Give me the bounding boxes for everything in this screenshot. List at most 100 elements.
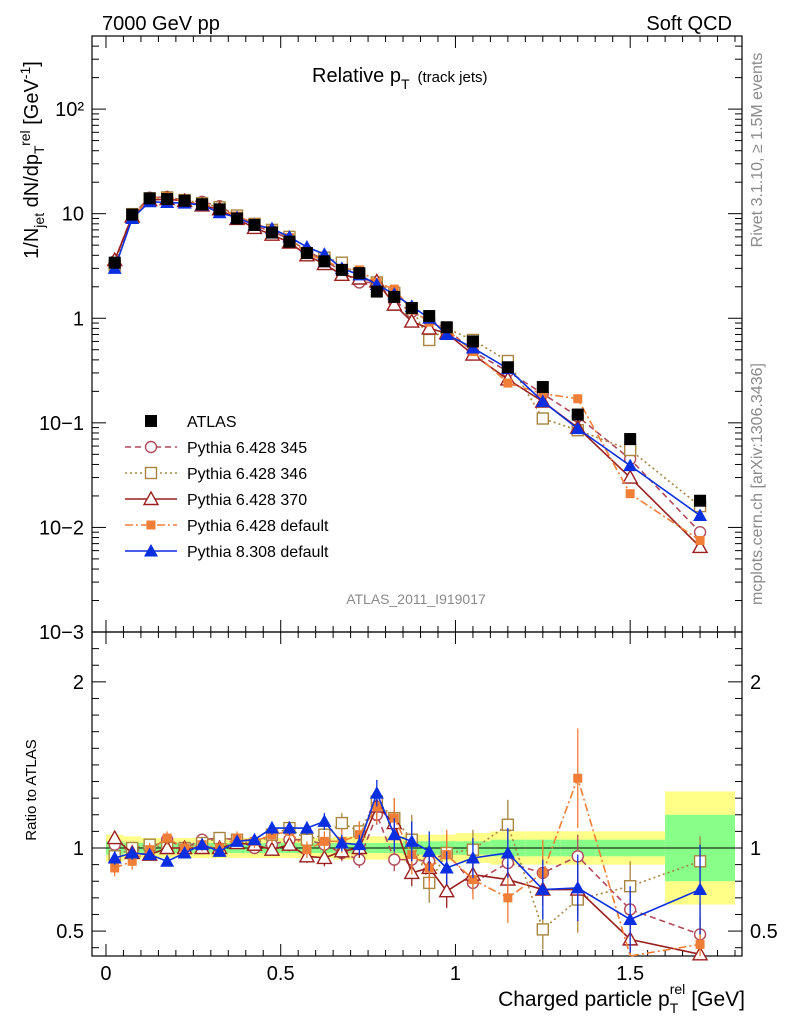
legend-marker (144, 440, 158, 454)
ratio-point (212, 844, 227, 857)
data-point (694, 494, 707, 507)
legend-label: Pythia 8.308 default (187, 544, 329, 561)
series-line (113, 195, 701, 542)
ratio-point (388, 853, 401, 866)
ratio-point (503, 893, 513, 903)
series-p345 (108, 190, 707, 539)
legend-marker (144, 544, 158, 557)
data-point (623, 443, 637, 457)
data-point (536, 381, 549, 394)
ratio-point (110, 863, 120, 873)
ratio-point (142, 847, 157, 861)
legend: ATLAS Pythia 6.428 345 Pythia 6.428 346 Pyt… (125, 414, 329, 561)
ratio-point (465, 850, 480, 864)
data-point (370, 285, 383, 298)
series-atlas (108, 192, 707, 507)
legend-marker (146, 520, 156, 530)
ratio-point (404, 834, 419, 847)
ratio-point (230, 834, 245, 847)
data-point (623, 458, 638, 472)
legend-marker (142, 490, 160, 506)
ratio-point (107, 850, 122, 864)
legend-item-p8def: Pythia 8.308 default (125, 544, 329, 561)
ratio-point (195, 837, 210, 851)
legend-label: Pythia 6.428 345 (187, 440, 307, 457)
x-tick-label: 0.5 (267, 963, 295, 985)
data-point (439, 327, 454, 340)
x-tick-label: 0 (100, 963, 111, 985)
ratio-series-line (114, 805, 701, 956)
data-point (386, 296, 403, 311)
x-tick-label: 1.5 (616, 963, 644, 985)
data-point (571, 408, 584, 421)
ratio-point (264, 821, 279, 834)
legend-item-p6def: Pythia 6.428 default (125, 518, 329, 535)
ratio-point (438, 882, 455, 898)
ratio-point (573, 773, 583, 783)
data-point (353, 267, 366, 280)
data-point (213, 203, 226, 216)
data-point (108, 256, 121, 269)
ratio-point (693, 882, 708, 896)
data-point (421, 319, 438, 335)
ratio-point (160, 854, 175, 867)
ratio-point (316, 849, 333, 865)
main-plot-panel: 10−3 10−2 10−1 1 10 10² (39, 35, 743, 956)
ratio-point (263, 841, 281, 856)
ratio-point (335, 816, 349, 830)
data-point (423, 333, 436, 347)
ratio-point (106, 829, 123, 845)
legend-label: Pythia 6.428 346 (187, 466, 307, 483)
ratio-point (500, 845, 515, 859)
ratio-point (125, 845, 140, 859)
data-point (535, 394, 550, 407)
ratio-point (623, 912, 638, 925)
data-point (196, 198, 209, 211)
data-point (501, 361, 514, 374)
data-point (283, 235, 296, 248)
data-point (143, 192, 156, 205)
data-point (423, 310, 436, 323)
ratio-point (302, 845, 312, 855)
data-point (466, 335, 479, 348)
data-point (536, 412, 550, 425)
y-tick-label: 10−2 (39, 517, 84, 539)
ratio-point (695, 939, 705, 949)
data-point (335, 263, 348, 276)
header-right: Soft QCD (646, 13, 732, 35)
ratio-y-axis-label: Ratio to ATLAS (23, 739, 40, 840)
data-point (300, 247, 313, 260)
mcplots-label: mcplots.cern.ch [arXiv:1306.3436] (749, 363, 766, 605)
y-tick-label: 1 (73, 838, 84, 860)
legend-item-p346: Pythia 6.428 346 (125, 466, 307, 483)
y-tick-label: 1 (73, 308, 84, 330)
legend-label: Pythia 6.428 default (187, 518, 329, 535)
data-point (621, 469, 639, 484)
data-point (570, 421, 585, 435)
ratio-point (158, 839, 176, 855)
ratio-point (387, 827, 402, 841)
y-tick-label: 0.5 (56, 921, 84, 943)
data-point (624, 433, 637, 446)
ratio-point (282, 821, 297, 834)
ratio-series-p370 (106, 793, 709, 961)
ratio-point (535, 882, 550, 896)
data-point (265, 226, 278, 239)
legend-item-atlas: ATLAS (145, 414, 237, 431)
data-point (231, 212, 244, 225)
ratio-point (162, 833, 172, 843)
data-point (693, 508, 708, 522)
ratio-point (468, 875, 478, 885)
data-point (248, 218, 261, 231)
x-axis-label: Charged particle pTrel [GeV] (498, 981, 745, 1016)
x-tick-label: 1 (450, 963, 461, 985)
data-point (403, 313, 420, 328)
data-point (178, 194, 191, 207)
data-point (695, 535, 705, 545)
analysis-reference: ATLAS_2011_I919017 (346, 591, 486, 607)
legend-label: ATLAS (187, 414, 237, 431)
ratio-point (317, 814, 332, 827)
ratio-point (334, 836, 349, 849)
rivet-label: Rivet 3.1.10, ≥ 1.5M events (749, 53, 766, 248)
